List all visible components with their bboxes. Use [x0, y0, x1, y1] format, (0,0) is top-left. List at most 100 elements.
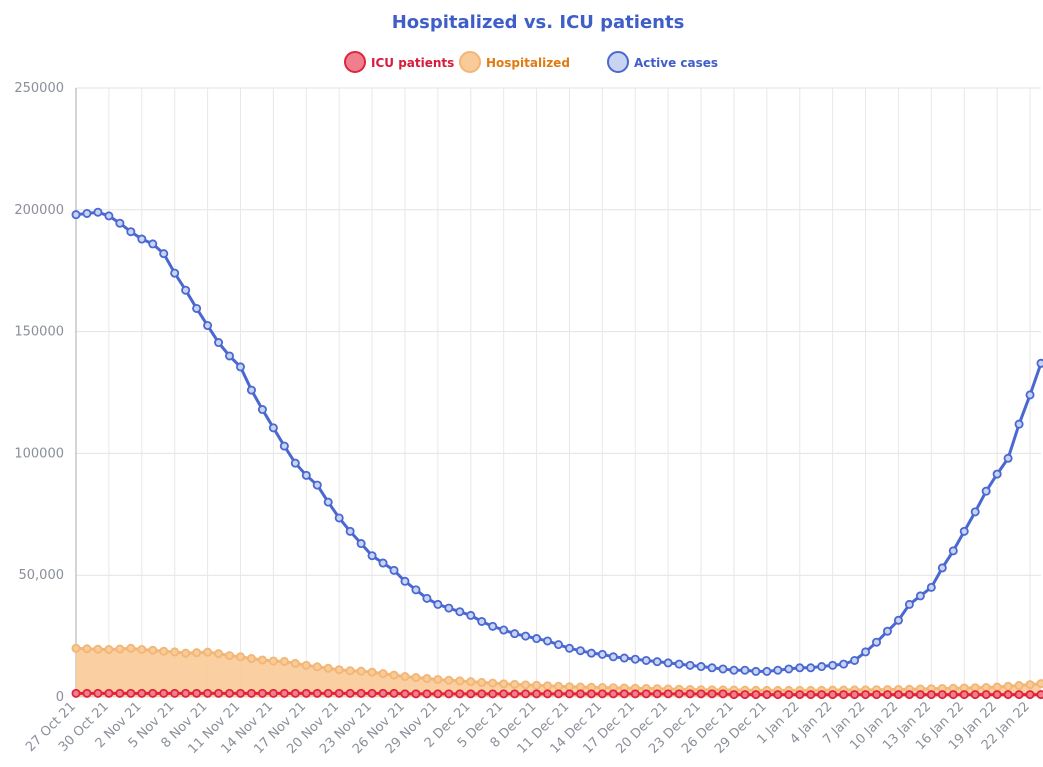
y-tick-label: 250000 [14, 81, 64, 96]
point [861, 647, 871, 657]
point [82, 688, 92, 698]
point [1025, 680, 1035, 690]
point [466, 677, 476, 687]
point [279, 656, 289, 666]
point [137, 688, 147, 698]
point [817, 690, 827, 700]
point [411, 585, 421, 595]
point [619, 653, 629, 663]
point [433, 599, 443, 609]
point [488, 678, 498, 688]
point [510, 629, 520, 639]
point [839, 690, 849, 700]
point [93, 688, 103, 698]
point [948, 546, 958, 556]
point [367, 551, 377, 561]
point [718, 689, 728, 699]
point [400, 576, 410, 586]
point [455, 607, 465, 617]
point [115, 218, 125, 228]
point [323, 663, 333, 673]
point [685, 689, 695, 699]
point [564, 689, 574, 699]
point [214, 688, 224, 698]
point [455, 689, 465, 699]
point [356, 688, 366, 698]
point [970, 690, 980, 700]
point [312, 688, 322, 698]
point [389, 565, 399, 575]
point [532, 689, 542, 699]
point [334, 513, 344, 523]
point [104, 688, 114, 698]
point [1014, 681, 1024, 691]
point [575, 646, 585, 656]
point [839, 659, 849, 669]
point [554, 689, 564, 699]
point [597, 689, 607, 699]
chart-title: Hospitalized vs. ICU patients [392, 12, 685, 33]
point [257, 655, 267, 665]
point [762, 690, 772, 700]
legend-label: ICU patients [371, 56, 454, 70]
point [619, 689, 629, 699]
point [290, 688, 300, 698]
point [543, 636, 553, 646]
point [235, 652, 245, 662]
point [981, 690, 991, 700]
point [290, 458, 300, 468]
point [970, 507, 980, 517]
point [225, 688, 235, 698]
point [510, 679, 520, 689]
point [850, 690, 860, 700]
point [268, 688, 278, 698]
point [828, 660, 838, 670]
point [214, 338, 224, 348]
point [630, 689, 640, 699]
point [937, 563, 947, 573]
legend-marker [607, 51, 629, 73]
point [630, 654, 640, 664]
point [861, 690, 871, 700]
point [948, 690, 958, 700]
point [872, 637, 882, 647]
point [323, 688, 333, 698]
y-tick-label: 50,000 [19, 568, 65, 583]
point [575, 689, 585, 699]
point [235, 688, 245, 698]
point [115, 644, 125, 654]
point [246, 688, 256, 698]
point [411, 673, 421, 683]
point [323, 497, 333, 507]
point [126, 227, 136, 237]
point [554, 640, 564, 650]
line [75, 210, 1043, 673]
point [674, 689, 684, 699]
point [389, 688, 399, 698]
point [532, 680, 542, 690]
point [641, 655, 651, 665]
point [740, 690, 750, 700]
point [1014, 419, 1024, 429]
point [444, 689, 454, 699]
point [981, 486, 991, 496]
point [225, 351, 235, 361]
point [466, 610, 476, 620]
point [806, 663, 816, 673]
point [674, 659, 684, 669]
point [959, 690, 969, 700]
point [652, 689, 662, 699]
point [850, 655, 860, 665]
point [751, 666, 761, 676]
point [608, 689, 618, 699]
point [806, 690, 816, 700]
point [904, 599, 914, 609]
point [455, 676, 465, 686]
point [159, 249, 169, 259]
point [104, 644, 114, 654]
point [214, 649, 224, 659]
point [981, 682, 991, 692]
area [76, 648, 1041, 697]
point [148, 645, 158, 655]
point [301, 470, 311, 480]
